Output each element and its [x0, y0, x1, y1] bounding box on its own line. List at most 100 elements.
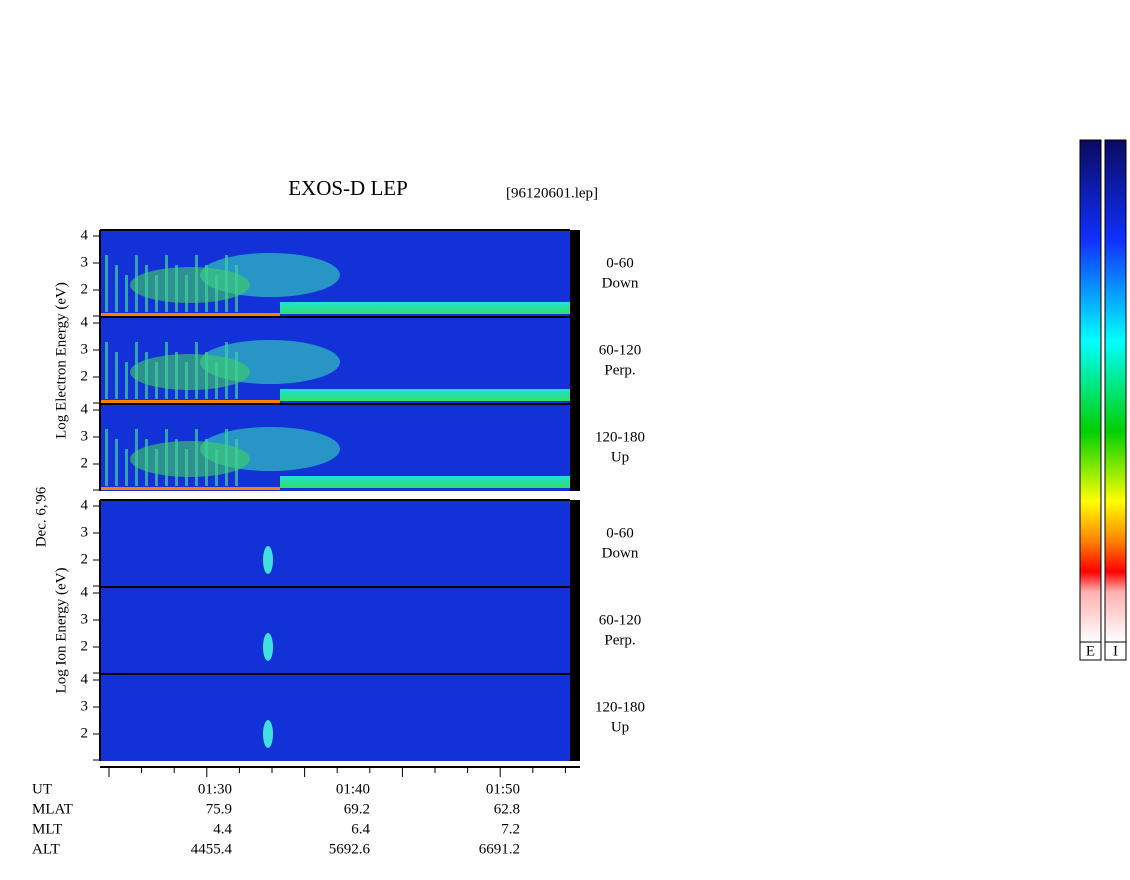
panel-range: 60-120 — [599, 612, 642, 628]
burst — [145, 439, 148, 486]
panel-range: 60-120 — [599, 342, 642, 358]
burst — [195, 255, 198, 312]
burst — [115, 352, 118, 399]
panel-direction: Perp. — [604, 632, 635, 648]
cell: 6.4 — [351, 821, 370, 837]
black-edge — [570, 500, 580, 761]
y-axis-label: Log Ion Energy (eV) — [53, 568, 69, 694]
y-tick-label: 3 — [81, 254, 89, 270]
cell: 75.9 — [206, 801, 232, 817]
emission — [130, 354, 250, 390]
spectrogram — [100, 500, 570, 587]
black-edge — [570, 230, 580, 491]
burst — [235, 352, 238, 399]
burst — [225, 342, 228, 399]
burst — [125, 449, 128, 486]
row-label: UT — [32, 781, 52, 797]
color-bar-label: E — [1086, 643, 1095, 659]
burst — [195, 429, 198, 486]
color-bar — [1104, 139, 1127, 643]
date: Dec. 6,'96 — [33, 486, 49, 547]
burst — [155, 362, 158, 399]
cell: 4455.4 — [191, 841, 233, 857]
cell: 69.2 — [344, 801, 370, 817]
y-tick-label: 4 — [81, 314, 89, 330]
cell: 01:30 — [198, 781, 232, 797]
burst — [115, 265, 118, 312]
color-bar-box — [1104, 641, 1127, 661]
burst — [135, 255, 138, 312]
burst — [165, 342, 168, 399]
burst — [225, 255, 228, 312]
panel-range: 0-60 — [606, 525, 634, 541]
burst — [185, 275, 188, 312]
burst — [165, 255, 168, 312]
emission — [130, 267, 250, 303]
y-tick-label: 2 — [81, 455, 89, 471]
burst — [215, 449, 218, 486]
low-band — [100, 487, 280, 490]
y-tick-label: 3 — [81, 611, 89, 627]
emission-band — [280, 389, 570, 401]
burst — [205, 439, 208, 486]
burst — [165, 429, 168, 486]
burst — [125, 275, 128, 312]
burst — [205, 352, 208, 399]
color-bar-box — [1079, 641, 1102, 661]
y-tick-label: 2 — [81, 725, 89, 741]
panel-direction: Perp. — [604, 362, 635, 378]
panel-direction: Down — [602, 545, 639, 561]
row-label: MLAT — [32, 801, 73, 817]
y-tick-label: 4 — [81, 497, 89, 513]
panel-range: 0-60 — [606, 255, 634, 271]
panel-direction: Up — [611, 719, 629, 735]
cell: 7.2 — [501, 821, 520, 837]
y-tick-label: 2 — [81, 638, 89, 654]
burst — [155, 275, 158, 312]
y-tick-label: 3 — [81, 341, 89, 357]
burst — [235, 265, 238, 312]
y-tick-label: 2 — [81, 281, 89, 297]
emission — [263, 720, 273, 748]
row-label: ALT — [32, 841, 60, 857]
burst — [235, 439, 238, 486]
panel-range: 120-180 — [595, 699, 645, 715]
cell: 01:50 — [486, 781, 520, 797]
y-tick-label: 3 — [81, 524, 89, 540]
burst — [125, 362, 128, 399]
cell: 4.4 — [213, 821, 232, 837]
panel-direction: Up — [611, 449, 629, 465]
y-tick-label: 2 — [81, 368, 89, 384]
y-tick-label: 3 — [81, 698, 89, 714]
file-name: [96120601.lep] — [506, 185, 598, 201]
low-band — [100, 313, 280, 316]
emission-band — [280, 476, 570, 488]
burst — [215, 362, 218, 399]
y-tick-label: 2 — [81, 551, 89, 567]
burst — [155, 449, 158, 486]
burst — [105, 342, 108, 399]
spectrogram — [100, 587, 570, 674]
emission — [263, 633, 273, 661]
emission-band — [280, 302, 570, 314]
burst — [215, 275, 218, 312]
y-tick-label: 4 — [81, 584, 89, 600]
burst — [105, 255, 108, 312]
burst — [205, 265, 208, 312]
burst — [105, 429, 108, 486]
y-tick-label: 4 — [81, 671, 89, 687]
burst — [175, 265, 178, 312]
title: EXOS-D LEP — [288, 176, 408, 200]
burst — [135, 342, 138, 399]
cell: 5692.6 — [329, 841, 371, 857]
y-axis-label: Log Electron Energy (eV) — [53, 282, 69, 439]
burst — [185, 449, 188, 486]
burst — [225, 429, 228, 486]
color-bar — [1079, 139, 1102, 643]
panel-range: 120-180 — [595, 429, 645, 445]
color-bar-label: I — [1113, 643, 1118, 659]
cell: 62.8 — [494, 801, 520, 817]
spectrogram — [100, 674, 570, 761]
burst — [195, 342, 198, 399]
